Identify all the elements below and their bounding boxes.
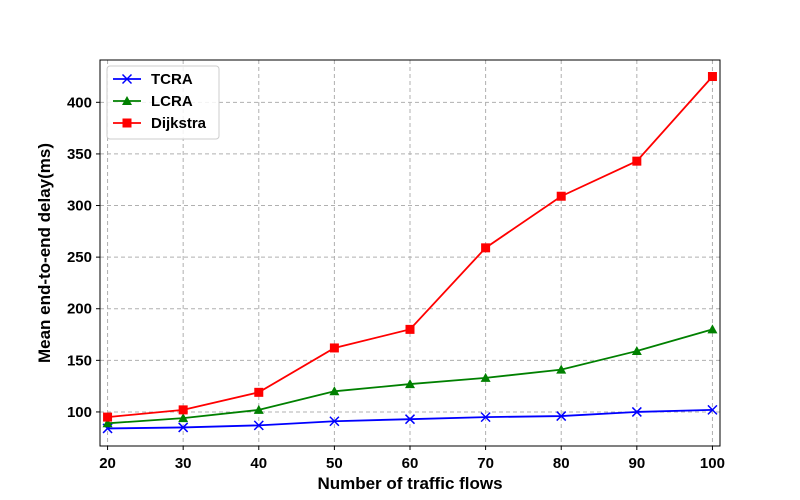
x-tick-label: 40 [250, 455, 267, 472]
data-point-tcra [253, 420, 264, 431]
data-point-dijkstra [632, 156, 642, 166]
y-tick-label: 200 [67, 301, 92, 318]
data-point-lcra [329, 386, 340, 396]
data-point-lcra [631, 346, 642, 356]
data-point-tcra [556, 411, 567, 422]
data-point-tcra [404, 414, 416, 425]
grid [100, 60, 720, 446]
data-point-dijkstra [103, 412, 113, 422]
data-point-dijkstra [329, 343, 339, 353]
series-dijkstra [103, 72, 717, 422]
x-tick-label: 20 [99, 455, 116, 472]
y-axis-label: Mean end-to-end delay(ms) [35, 143, 54, 363]
x-axis-ticks: 20 30 40 50 60 70 80 90 100 [99, 446, 725, 472]
y-tick-label: 150 [67, 352, 92, 369]
x-tick-label: 60 [402, 455, 419, 472]
data-point-lcra [556, 364, 567, 374]
x-axis-label: Number of traffic flows [317, 474, 502, 493]
y-tick-label: 400 [67, 94, 92, 111]
y-axis-ticks: 100 150 200 250 300 350 400 [67, 94, 100, 421]
legend-box [106, 65, 220, 140]
data-point-dijkstra [556, 191, 566, 201]
data-point-tcra [631, 406, 642, 417]
data-point-dijkstra [254, 387, 264, 397]
legend-marker-lcra [122, 96, 132, 105]
data-point-tcra [707, 404, 718, 415]
data-point-dijkstra [481, 243, 491, 253]
data-point-dijkstra [405, 324, 415, 334]
data-point-dijkstra [178, 405, 188, 415]
data-point-dijkstra [707, 72, 717, 82]
data-point-tcra [329, 416, 340, 427]
y-tick-label: 250 [67, 249, 92, 266]
legend: TCRA LCRA Dijkstra [106, 65, 220, 140]
x-tick-label: 30 [175, 455, 192, 472]
data-point-lcra [178, 413, 189, 423]
data-point-lcra [253, 404, 264, 414]
legend-label-lcra: LCRA [151, 93, 193, 110]
y-tick-label: 100 [67, 404, 92, 421]
data-point-tcra [178, 422, 189, 433]
series-lcra [102, 324, 718, 428]
data-point-tcra [480, 412, 491, 423]
series-group [102, 72, 718, 434]
data-point-lcra [405, 379, 415, 389]
legend-label-dijkstra: Dijkstra [151, 115, 207, 132]
data-point-lcra [707, 324, 718, 334]
series-tcra [102, 404, 718, 434]
data-point-lcra [480, 372, 491, 382]
y-tick-label: 300 [67, 198, 92, 215]
legend-marker-dijkstra [122, 118, 132, 128]
data-point-lcra [102, 418, 113, 428]
x-tick-label: 100 [700, 455, 725, 472]
x-tick-label: 50 [326, 455, 343, 472]
legend-label-tcra: TCRA [151, 71, 193, 88]
y-tick-label: 350 [67, 146, 92, 163]
x-tick-label: 90 [628, 455, 645, 472]
x-tick-label: 80 [553, 455, 570, 472]
x-tick-label: 70 [477, 455, 494, 472]
legend-marker-tcra [121, 73, 133, 85]
